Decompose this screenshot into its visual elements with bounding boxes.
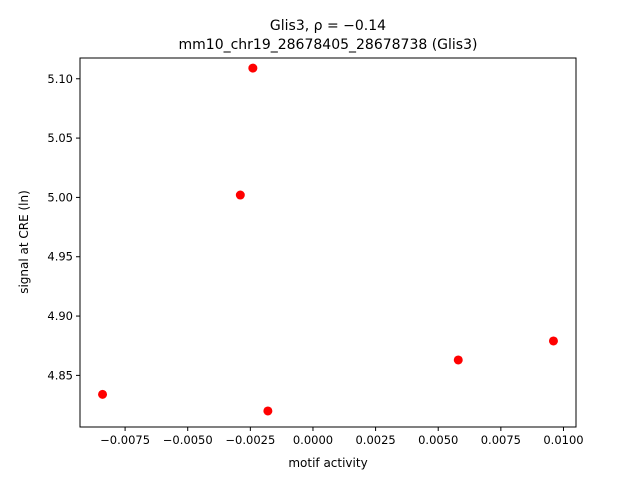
x-tick-label: −0.0075 [100,433,150,447]
plot-area [79,57,577,428]
chart-title-line1: Glis3, ρ = −0.14 [270,18,386,34]
x-tick-label: 0.0050 [418,433,458,447]
data-point [248,63,258,73]
y-axis-label: signal at CRE (ln) [17,190,31,294]
x-tick-label: 0.0025 [355,433,395,447]
x-axis: −0.0075 −0.0050 −0.0025 0.0000 0.0025 0.0050 0… [100,427,584,447]
y-tick-label: 5.05 [47,131,73,145]
y-axis: 4.85 4.90 4.95 5.00 5.05 5.10 [47,72,80,382]
x-tick-label: 0.0075 [481,433,521,447]
x-axis-label: motif activity [288,456,367,470]
chart-title-line2: mm10_chr19_28678405_28678738 (Glis3) [179,37,478,53]
y-tick-label: 4.85 [47,368,73,382]
data-points [98,63,558,416]
x-tick-label: 0.0000 [293,433,333,447]
x-tick-label: −0.0025 [225,433,275,447]
y-tick-label: 5.10 [47,72,73,86]
data-point [548,336,558,346]
y-tick-label: 4.95 [47,250,73,264]
data-point [263,406,273,416]
x-tick-label: −0.0050 [163,433,213,447]
y-tick-label: 5.00 [47,190,73,204]
x-tick-label: 0.0100 [543,433,583,447]
data-point [453,355,463,365]
data-point [98,389,108,399]
plot-frame [79,57,577,428]
data-point [235,190,245,200]
y-tick-label: 4.90 [47,309,73,323]
